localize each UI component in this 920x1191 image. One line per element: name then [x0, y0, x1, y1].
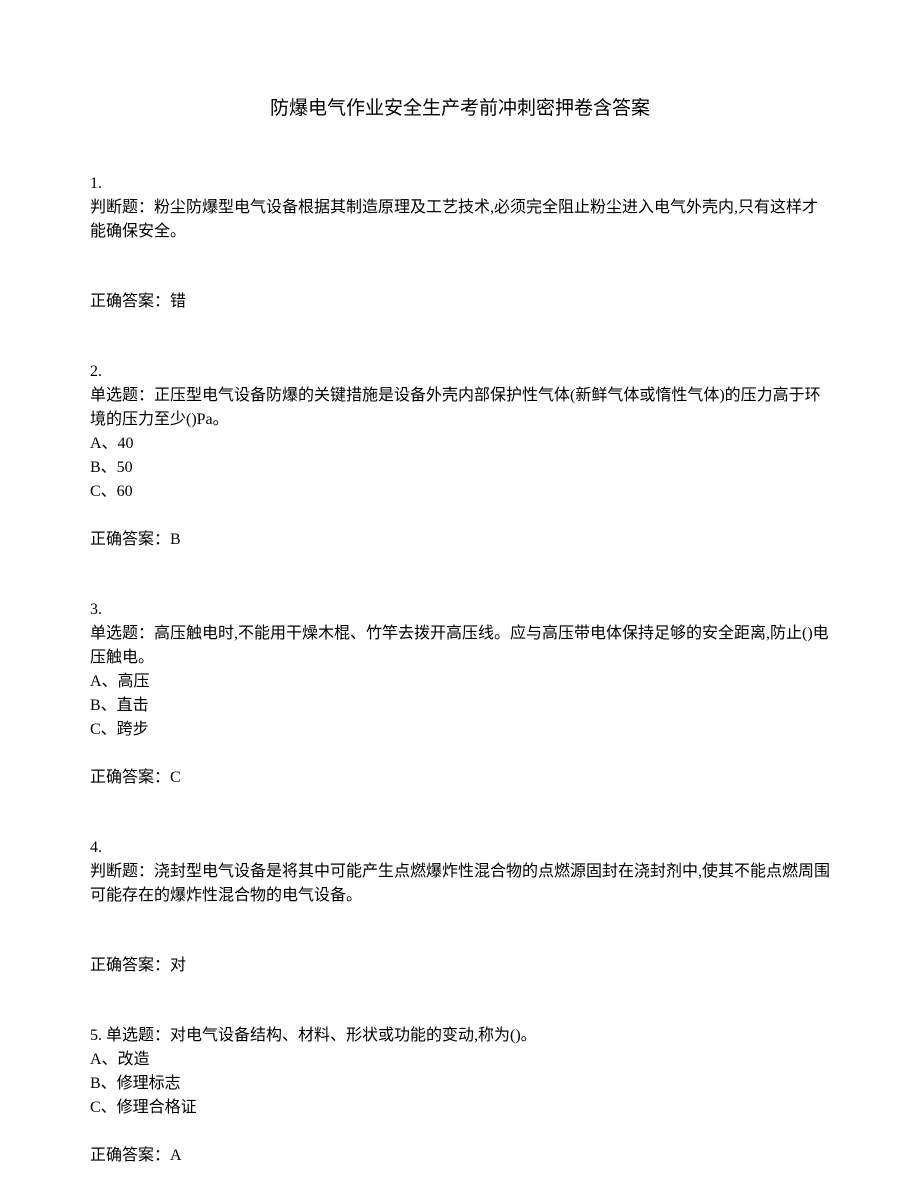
question-block: 2. 单选题：正压型电气设备防爆的关键措施是设备外壳内部保护性气体(新鲜气体或惰… [90, 360, 830, 552]
answer-value: A [170, 1147, 182, 1164]
answer-line: 正确答案：A [90, 1144, 830, 1168]
answer-line: 正确答案：B [90, 528, 830, 552]
option: A、改造 [90, 1048, 830, 1072]
question-block: 1. 判断题：粉尘防爆型电气设备根据其制造原理及工艺技术,必须完全阻止粉尘进入电… [90, 172, 830, 314]
question-block: 3. 单选题：高压触电时,不能用干燥木棍、竹竿去拨开高压线。应与高压带电体保持足… [90, 598, 830, 790]
question-prompt: 判断题：粉尘防爆型电气设备根据其制造原理及工艺技术,必须完全阻止粉尘进入电气外壳… [90, 196, 830, 244]
answer-value: 对 [170, 957, 186, 974]
question-number: 5. [90, 1027, 102, 1044]
answer-label: 正确答案： [90, 769, 170, 786]
option: B、直击 [90, 694, 830, 718]
option: A、高压 [90, 670, 830, 694]
question-number: 4. [90, 836, 830, 860]
answer-label: 正确答案： [90, 957, 170, 974]
document-title: 防爆电气作业安全生产考前冲刺密押卷含答案 [90, 95, 830, 124]
answer-value: B [170, 531, 181, 548]
option: C、跨步 [90, 718, 830, 742]
option: C、修理合格证 [90, 1096, 830, 1120]
question-prompt: 判断题：浇封型电气设备是将其中可能产生点燃爆炸性混合物的点燃源固封在浇封剂中,使… [90, 860, 830, 908]
answer-label: 正确答案： [90, 293, 170, 310]
question-number: 1. [90, 172, 830, 196]
question-prompt: 单选题：对电气设备结构、材料、形状或功能的变动,称为()。 [106, 1027, 537, 1044]
option: B、修理标志 [90, 1072, 830, 1096]
option: C、60 [90, 480, 830, 504]
option: A、40 [90, 432, 830, 456]
question-prompt: 单选题：正压型电气设备防爆的关键措施是设备外壳内部保护性气体(新鲜气体或惰性气体… [90, 384, 830, 432]
option: B、50 [90, 456, 830, 480]
question-prompt: 单选题：高压触电时,不能用干燥木棍、竹竿去拨开高压线。应与高压带电体保持足够的安… [90, 622, 830, 670]
answer-label: 正确答案： [90, 531, 170, 548]
answer-line: 正确答案：错 [90, 290, 830, 314]
answer-line: 正确答案：C [90, 766, 830, 790]
question-line: 5. 单选题：对电气设备结构、材料、形状或功能的变动,称为()。 [90, 1024, 830, 1048]
answer-value: C [170, 769, 181, 786]
question-number: 3. [90, 598, 830, 622]
answer-label: 正确答案： [90, 1147, 170, 1164]
answer-value: 错 [170, 293, 186, 310]
answer-line: 正确答案：对 [90, 954, 830, 978]
question-block: 5. 单选题：对电气设备结构、材料、形状或功能的变动,称为()。 A、改造 B、… [90, 1024, 830, 1168]
question-block: 4. 判断题：浇封型电气设备是将其中可能产生点燃爆炸性混合物的点燃源固封在浇封剂… [90, 836, 830, 978]
question-number: 2. [90, 360, 830, 384]
